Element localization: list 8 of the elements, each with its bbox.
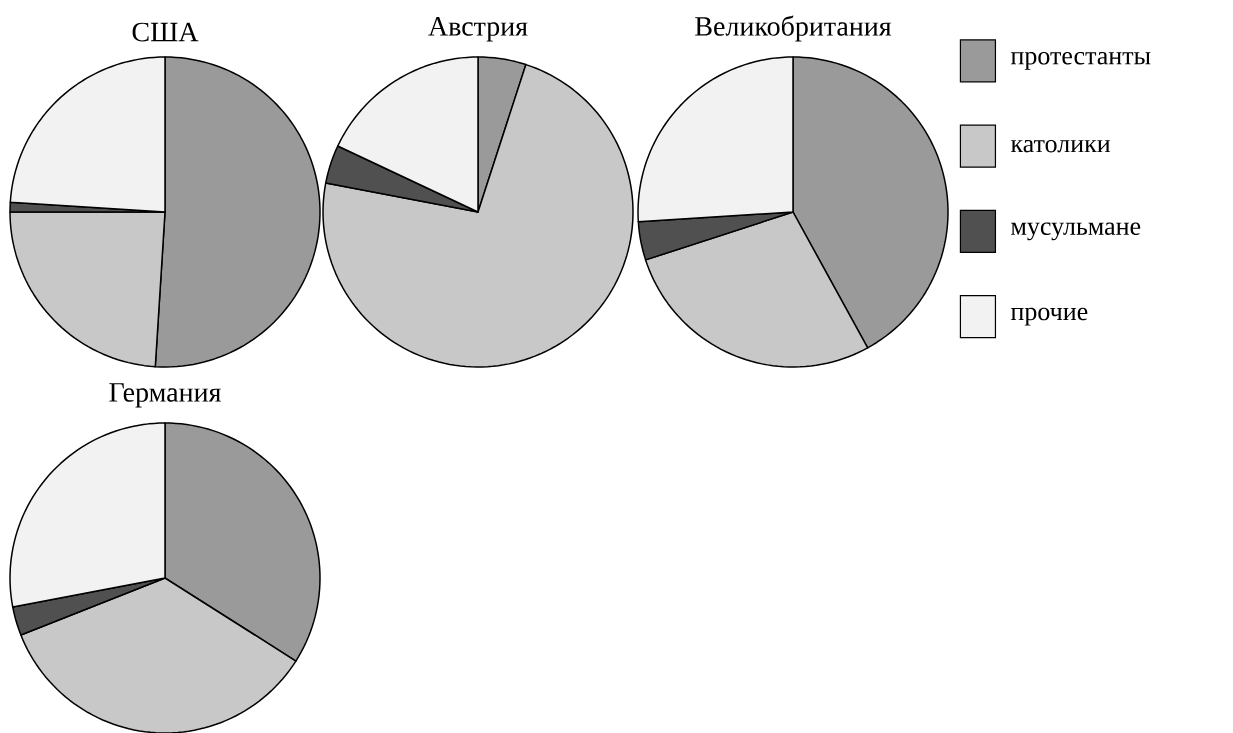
chart-title: США [132,22,199,42]
legend-label: католики [1010,139,1111,153]
chart-title: Германия [109,383,221,408]
legend-label: протестанты [1010,51,1151,70]
legend-label: прочие [1010,307,1088,326]
chart-title: Великобритания [695,15,892,42]
legend-label: мусульмане [1011,222,1141,241]
chart-title: Австрия [428,17,528,42]
